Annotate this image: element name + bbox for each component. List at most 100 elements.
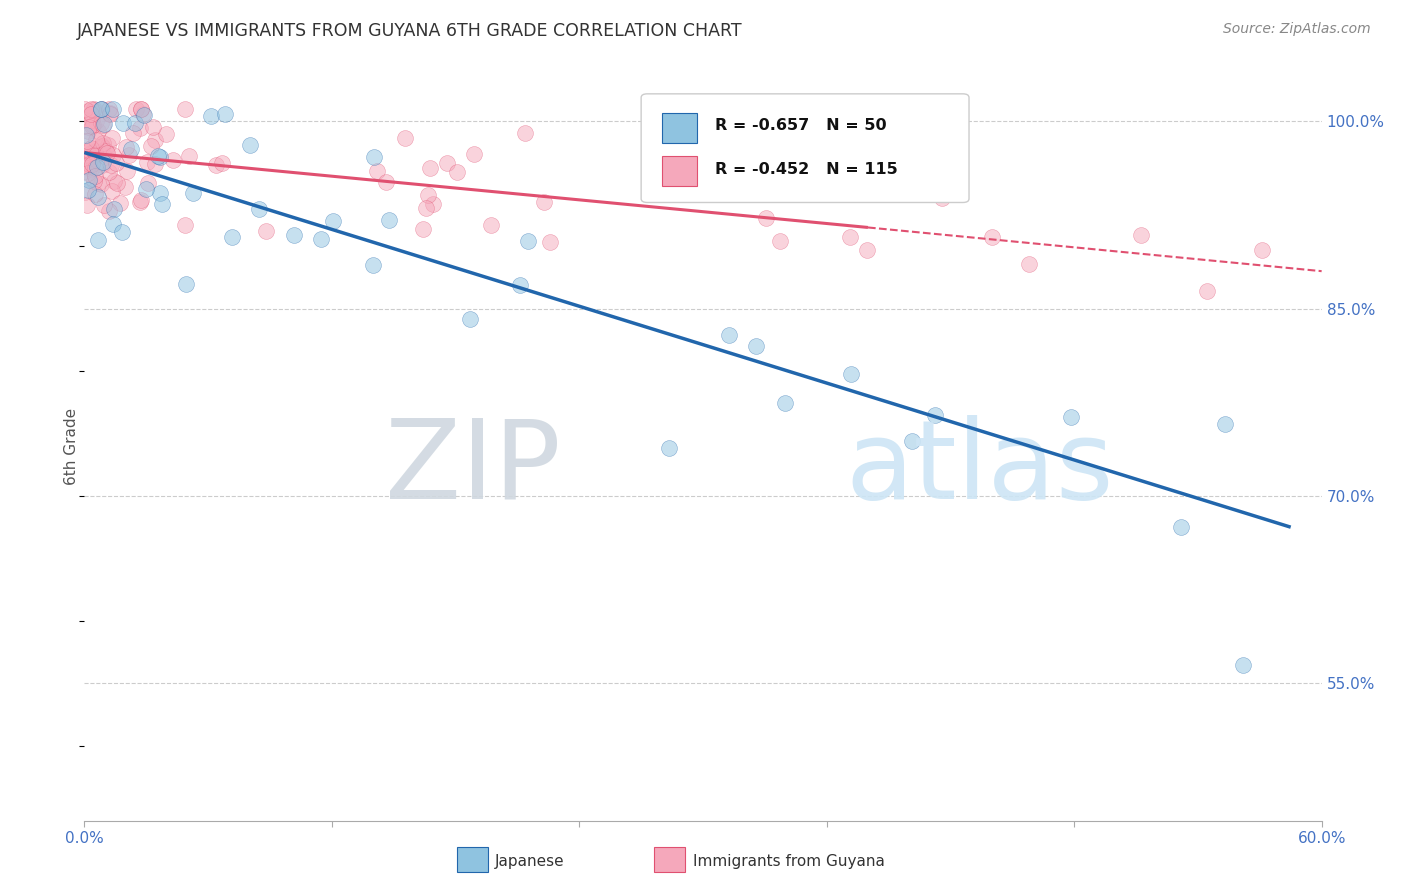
Point xyxy=(98,102,121,116)
Point xyxy=(122,127,145,141)
Point xyxy=(221,230,243,244)
Point xyxy=(657,441,679,455)
Point xyxy=(415,201,437,215)
Point xyxy=(129,102,152,116)
Bar xyxy=(662,112,697,143)
Point xyxy=(148,148,170,162)
Point xyxy=(422,197,444,211)
Point xyxy=(105,156,128,170)
Point xyxy=(90,102,112,116)
Point xyxy=(90,178,112,192)
Point xyxy=(717,328,740,343)
Point xyxy=(84,113,107,128)
FancyBboxPatch shape xyxy=(641,94,969,202)
Point xyxy=(103,174,125,188)
Point xyxy=(162,153,184,168)
Point xyxy=(412,222,434,236)
Point xyxy=(173,102,195,116)
Point xyxy=(124,116,146,130)
Point xyxy=(533,194,555,209)
Point xyxy=(200,109,222,123)
Point xyxy=(900,434,922,449)
Point xyxy=(76,198,98,212)
Point xyxy=(86,133,108,147)
Point xyxy=(77,120,100,135)
Point xyxy=(101,217,124,231)
Point xyxy=(91,155,114,169)
Point xyxy=(76,159,98,173)
Point xyxy=(79,173,101,187)
Point xyxy=(152,197,174,211)
Point xyxy=(77,183,100,197)
Point xyxy=(80,113,103,128)
Point xyxy=(73,112,96,127)
Point xyxy=(138,177,160,191)
Text: R = -0.452   N = 115: R = -0.452 N = 115 xyxy=(716,162,898,177)
Point xyxy=(1251,243,1274,257)
Point xyxy=(1213,417,1236,431)
Point xyxy=(80,157,103,171)
Point xyxy=(97,138,120,153)
Point xyxy=(1018,257,1040,271)
Point xyxy=(538,235,561,250)
Point xyxy=(125,102,148,116)
Point xyxy=(416,188,439,202)
Y-axis label: 6th Grade: 6th Grade xyxy=(63,408,79,484)
Point xyxy=(75,145,97,159)
Point xyxy=(103,148,125,162)
Point xyxy=(205,158,228,172)
Point xyxy=(981,230,1004,244)
Point xyxy=(75,128,97,142)
Point xyxy=(76,150,98,164)
Point xyxy=(76,124,98,138)
Point xyxy=(108,196,131,211)
Point xyxy=(458,312,481,326)
Point xyxy=(83,102,105,116)
Point xyxy=(174,219,197,233)
Point xyxy=(856,243,879,257)
Point xyxy=(322,214,344,228)
Point xyxy=(75,102,97,116)
Point xyxy=(80,141,103,155)
Point xyxy=(96,144,118,158)
Point xyxy=(75,164,97,178)
Point xyxy=(79,156,101,170)
Point xyxy=(93,136,115,151)
Point xyxy=(91,140,114,154)
Point xyxy=(100,158,122,172)
Point xyxy=(129,120,152,135)
Point xyxy=(841,367,863,381)
Point xyxy=(149,186,172,201)
Point xyxy=(82,103,104,118)
Point xyxy=(80,106,103,120)
Point xyxy=(515,126,537,140)
Point xyxy=(149,150,172,164)
Point xyxy=(179,149,201,163)
Point xyxy=(142,120,165,134)
Point xyxy=(101,185,124,199)
Text: R = -0.657   N = 50: R = -0.657 N = 50 xyxy=(716,118,887,133)
Point xyxy=(101,131,124,145)
Point xyxy=(931,191,953,205)
Point xyxy=(112,116,135,130)
Point xyxy=(91,158,114,172)
Point xyxy=(247,202,270,217)
Point xyxy=(98,204,121,219)
Point xyxy=(118,147,141,161)
Point xyxy=(135,182,157,196)
Point xyxy=(755,211,778,226)
Point xyxy=(1170,520,1192,534)
Point xyxy=(90,139,112,153)
Point xyxy=(87,190,110,204)
Point xyxy=(115,164,138,178)
Point xyxy=(83,145,105,160)
Point xyxy=(114,180,136,194)
Point xyxy=(446,165,468,179)
Point xyxy=(394,131,416,145)
Point xyxy=(91,102,114,116)
Point xyxy=(80,102,103,116)
Point xyxy=(77,165,100,179)
Point xyxy=(111,225,134,239)
Point xyxy=(375,175,398,189)
Point xyxy=(363,258,385,272)
